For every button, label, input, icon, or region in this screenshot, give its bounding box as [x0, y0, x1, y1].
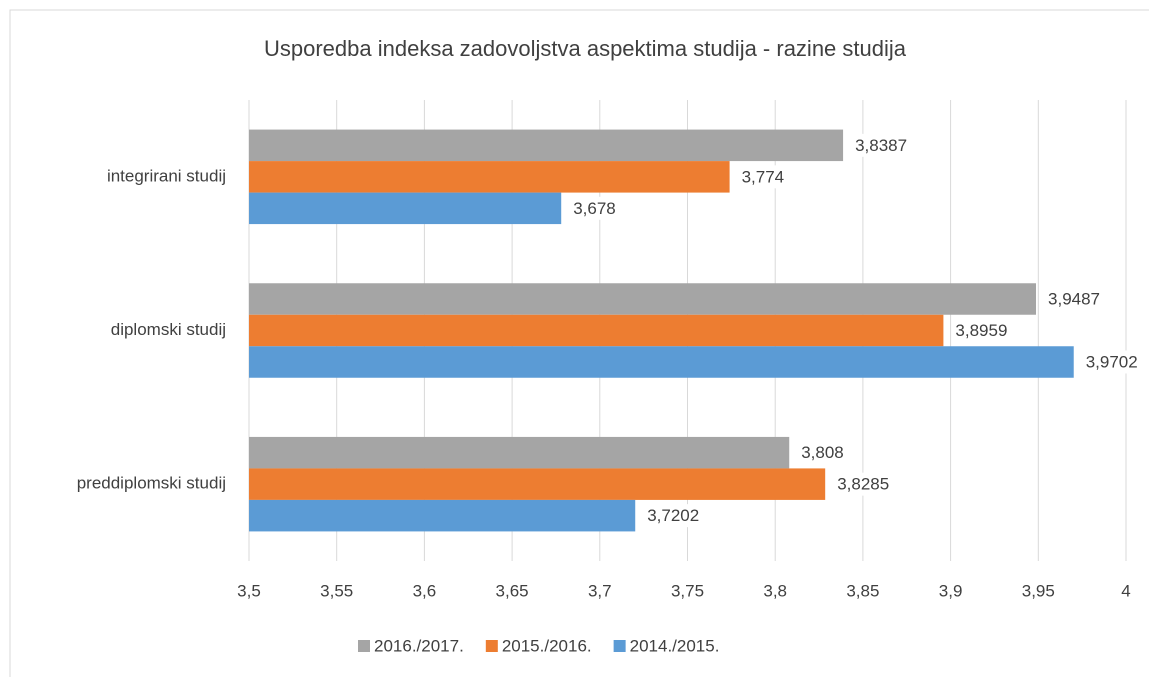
data-label-bg: [737, 165, 789, 189]
data-label-bg: [797, 441, 848, 465]
x-tick-label: 4: [1121, 581, 1130, 600]
bar: [249, 499, 636, 532]
data-label-bg: [569, 196, 620, 220]
x-tick-label: 3,75: [671, 581, 704, 600]
x-tick-label: 3,8: [763, 581, 787, 600]
bar: [249, 346, 1074, 378]
data-label: 3,678: [573, 199, 616, 218]
data-label: 3,8285: [837, 475, 889, 494]
bar: [249, 192, 562, 225]
bar: [249, 468, 826, 500]
data-label: 3,774: [742, 167, 785, 186]
legend-label: 2014./2015.: [630, 636, 720, 655]
x-tick-label: 3,5: [237, 581, 261, 600]
data-label-bg: [851, 133, 912, 157]
data-label-bg: [951, 318, 1012, 342]
y-tick-label: diplomski studij: [111, 320, 226, 339]
data-label: 3,808: [801, 443, 844, 462]
x-tick-label: 3,9: [939, 581, 963, 600]
data-label: 3,9702: [1086, 352, 1138, 371]
legend-label: 2016./2017.: [374, 636, 464, 655]
data-label-bg: [1081, 350, 1142, 374]
data-label: 3,9487: [1048, 289, 1100, 308]
data-label-bg: [643, 504, 704, 528]
bar: [249, 129, 844, 162]
data-label: 3,8959: [955, 321, 1007, 340]
x-tick-label: 3,6: [413, 581, 437, 600]
legend-swatch: [485, 640, 498, 652]
x-tick-label: 3,95: [1022, 581, 1055, 600]
bar: [249, 314, 944, 347]
legend-label: 2015./2016.: [502, 636, 592, 655]
data-label: 3,8387: [855, 136, 907, 155]
data-label: 3,7202: [647, 506, 699, 525]
y-tick-label: preddiplomski studij: [77, 474, 226, 493]
legend-swatch: [358, 640, 370, 652]
x-tick-label: 3,85: [846, 581, 879, 600]
data-label-bg: [1044, 287, 1105, 311]
bar: [249, 161, 730, 193]
legend-swatch: [613, 640, 626, 652]
bar: [249, 283, 1037, 315]
y-tick-label: integrirani studij: [107, 166, 226, 185]
chart-title: Usporedba indeksa zadovoljstva aspektima…: [264, 36, 907, 61]
x-tick-label: 3,65: [496, 581, 529, 600]
bar: [249, 436, 790, 469]
x-tick-label: 3,55: [320, 581, 353, 600]
x-tick-label: 3,7: [588, 581, 612, 600]
data-label-bg: [833, 472, 894, 496]
